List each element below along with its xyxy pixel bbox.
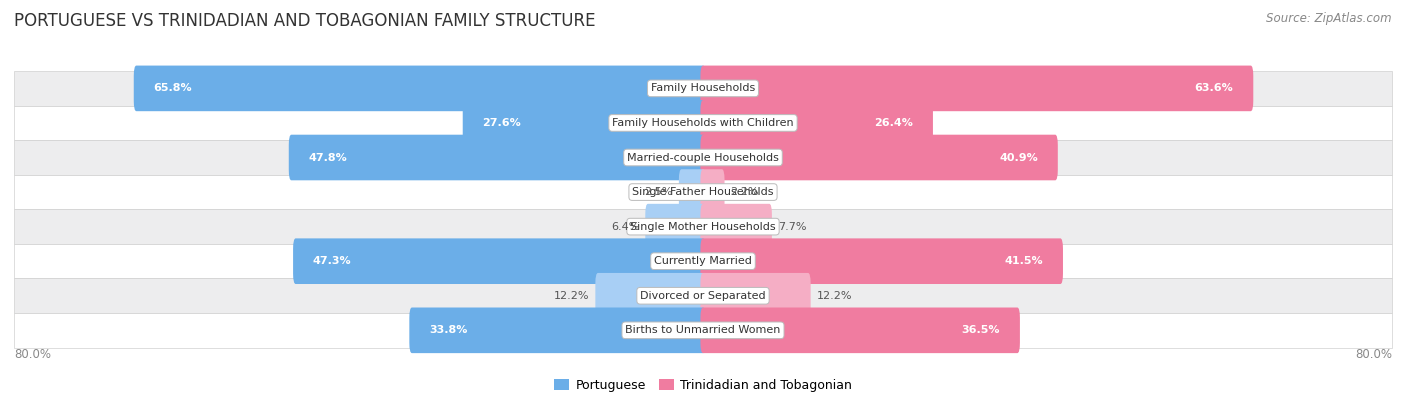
- FancyBboxPatch shape: [409, 307, 706, 353]
- FancyBboxPatch shape: [292, 238, 706, 284]
- Text: 12.2%: 12.2%: [817, 291, 852, 301]
- Text: 33.8%: 33.8%: [429, 325, 468, 335]
- Legend: Portuguese, Trinidadian and Tobagonian: Portuguese, Trinidadian and Tobagonian: [550, 374, 856, 395]
- Text: 6.4%: 6.4%: [610, 222, 640, 231]
- Bar: [14, 244, 1392, 278]
- Text: Divorced or Separated: Divorced or Separated: [640, 291, 766, 301]
- FancyBboxPatch shape: [700, 307, 1019, 353]
- FancyBboxPatch shape: [700, 66, 1253, 111]
- Text: Single Mother Households: Single Mother Households: [630, 222, 776, 231]
- Text: Births to Unmarried Women: Births to Unmarried Women: [626, 325, 780, 335]
- Text: 80.0%: 80.0%: [14, 348, 51, 361]
- FancyBboxPatch shape: [679, 169, 706, 215]
- Text: 65.8%: 65.8%: [153, 83, 193, 93]
- FancyBboxPatch shape: [645, 204, 706, 250]
- FancyBboxPatch shape: [700, 169, 724, 215]
- Text: 40.9%: 40.9%: [1000, 152, 1038, 162]
- Bar: [14, 105, 1392, 140]
- Text: Currently Married: Currently Married: [654, 256, 752, 266]
- FancyBboxPatch shape: [700, 238, 1063, 284]
- Text: 36.5%: 36.5%: [962, 325, 1000, 335]
- Text: PORTUGUESE VS TRINIDADIAN AND TOBAGONIAN FAMILY STRUCTURE: PORTUGUESE VS TRINIDADIAN AND TOBAGONIAN…: [14, 12, 596, 30]
- FancyBboxPatch shape: [700, 273, 811, 318]
- FancyBboxPatch shape: [700, 204, 772, 250]
- Bar: [14, 313, 1392, 348]
- Bar: [14, 278, 1392, 313]
- FancyBboxPatch shape: [700, 135, 1057, 180]
- FancyBboxPatch shape: [288, 135, 706, 180]
- Text: 63.6%: 63.6%: [1195, 83, 1233, 93]
- Text: 26.4%: 26.4%: [875, 118, 912, 128]
- Bar: [14, 140, 1392, 175]
- Text: 7.7%: 7.7%: [778, 222, 807, 231]
- Text: 41.5%: 41.5%: [1004, 256, 1043, 266]
- Text: 27.6%: 27.6%: [482, 118, 522, 128]
- Text: 2.2%: 2.2%: [731, 187, 759, 197]
- Bar: [14, 175, 1392, 209]
- FancyBboxPatch shape: [700, 100, 934, 146]
- FancyBboxPatch shape: [134, 66, 706, 111]
- FancyBboxPatch shape: [463, 100, 706, 146]
- Bar: [14, 71, 1392, 105]
- Text: Source: ZipAtlas.com: Source: ZipAtlas.com: [1267, 12, 1392, 25]
- Text: Family Households: Family Households: [651, 83, 755, 93]
- Text: 47.3%: 47.3%: [314, 256, 352, 266]
- Text: 12.2%: 12.2%: [554, 291, 589, 301]
- Text: Family Households with Children: Family Households with Children: [612, 118, 794, 128]
- Bar: [14, 209, 1392, 244]
- Text: Single Father Households: Single Father Households: [633, 187, 773, 197]
- FancyBboxPatch shape: [595, 273, 706, 318]
- Text: 47.8%: 47.8%: [308, 152, 347, 162]
- Text: 2.5%: 2.5%: [644, 187, 673, 197]
- Text: Married-couple Households: Married-couple Households: [627, 152, 779, 162]
- Text: 80.0%: 80.0%: [1355, 348, 1392, 361]
